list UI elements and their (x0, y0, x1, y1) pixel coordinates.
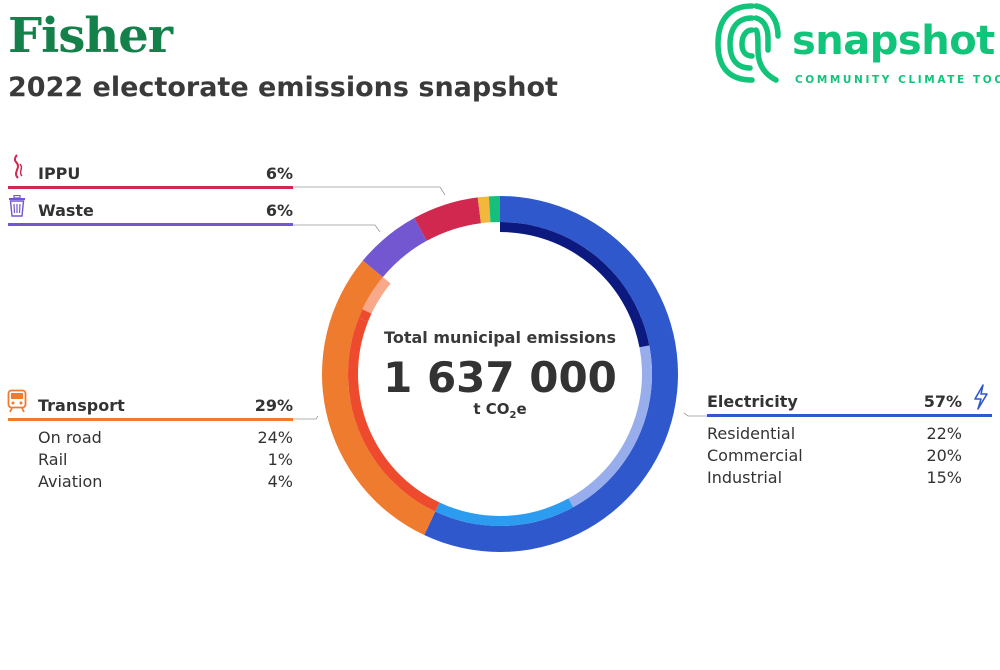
waste-leader-line (293, 224, 381, 233)
slice-industrial (435, 498, 574, 526)
logo-wordmark: snapshot (792, 18, 995, 64)
sector-label: Waste (38, 201, 94, 220)
sector-label: Electricity (707, 392, 798, 411)
sector-transport: Transport 29% On road 24% Rail 1% Aviati… (8, 396, 293, 493)
slice-transport (322, 260, 436, 536)
transport-leader-line (293, 415, 319, 420)
sector-pct: 57% (923, 392, 962, 411)
ippu-leader-line (293, 186, 446, 196)
electricity-leader-line (683, 412, 707, 417)
logo-tagline: COMMUNITY CLIMATE TOOL (795, 74, 1000, 86)
sector-bar (8, 418, 293, 421)
sector-bar (707, 414, 992, 417)
page-title: Fisher (8, 8, 173, 64)
slice-residential (500, 222, 650, 348)
slice-agriculture (477, 196, 491, 224)
slice-rail (358, 309, 372, 322)
subsector-row: Industrial 15% (707, 468, 962, 487)
trash-icon (9, 195, 25, 217)
slice-other (488, 196, 500, 223)
sector-waste: Waste 6% (8, 201, 293, 226)
slice-commercial (568, 345, 652, 508)
sector-label: Transport (38, 396, 125, 415)
subsector-row: Residential 22% (707, 424, 962, 443)
slice-aviation (362, 277, 391, 314)
page-subtitle: 2022 electorate emissions snapshot (8, 72, 558, 103)
sector-pct: 6% (265, 201, 293, 220)
lightning-icon (974, 384, 988, 410)
train-icon (7, 389, 27, 413)
subsector-row: On road 24% (38, 428, 293, 447)
sector-label: IPPU (38, 164, 81, 183)
fingerprint-icon (715, 3, 781, 83)
slice-waste (362, 218, 427, 278)
sector-electricity: Electricity 57% Residential 22% Commerci… (707, 392, 992, 489)
slice-ippu (414, 197, 481, 241)
total-unit: t CO2e (473, 400, 527, 421)
total-value: 1 637 000 (383, 353, 617, 402)
slice-on-road (348, 318, 440, 512)
sector-pct: 29% (254, 396, 293, 415)
sector-bar (8, 223, 293, 226)
sector-ippu: IPPU 6% (8, 164, 293, 189)
smoke-icon (13, 154, 23, 179)
total-label: Total municipal emissions (384, 328, 616, 347)
sector-bar (8, 186, 293, 189)
sector-pct: 6% (265, 164, 293, 183)
subsector-row: Aviation 4% (38, 472, 293, 491)
subsector-row: Rail 1% (38, 450, 293, 469)
subsector-row: Commercial 20% (707, 446, 962, 465)
donut-center: Total municipal emissions 1 637 000 t CO… (360, 328, 640, 421)
